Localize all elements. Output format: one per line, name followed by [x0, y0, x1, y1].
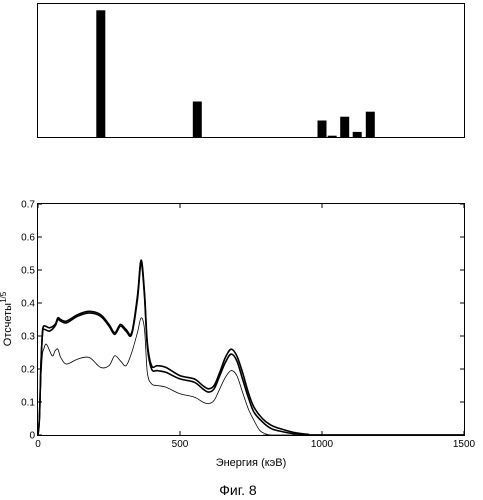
- y-tick-label: 0.3: [21, 332, 35, 343]
- x-tick-label: 0: [35, 439, 41, 450]
- spectrum-line-chart: 0 500 1000 1500 0 0.1 0.2 0.3 0.4 0.5 0.6 0.7 Энерг…: [0, 200, 476, 470]
- bar-b7: [366, 112, 375, 137]
- y-tick-label: 0.5: [21, 266, 35, 277]
- series-line-1: [38, 260, 464, 435]
- figure-caption: Фиг. 8: [219, 482, 257, 498]
- series-line-2: [38, 263, 464, 435]
- y-axis-label-base: Отсчеты: [2, 303, 14, 346]
- y-tick-label: 0: [29, 431, 35, 442]
- y-tick-label: 0.1: [21, 398, 35, 409]
- bar-b3: [318, 121, 327, 138]
- bar-b2: [193, 102, 202, 138]
- y-axis-label: Отсчеты1/5: [0, 291, 14, 346]
- x-tick-label: 1000: [311, 439, 334, 450]
- x-tick-label: 1500: [453, 439, 476, 450]
- series-line-3: [38, 318, 464, 435]
- y-tick-label: 0.6: [21, 233, 35, 244]
- bar-b1: [96, 10, 105, 137]
- bar-b5: [340, 117, 349, 137]
- top-bar-chart: [38, 4, 465, 138]
- y-tick-label: 0.4: [21, 299, 35, 310]
- y-axis-label-superscript: 1/5: [0, 291, 8, 303]
- bottom-ticks-group: 0 500 1000 1500 0 0.1 0.2 0.3 0.4 0.5 0.6 0.7: [21, 200, 475, 451]
- y-tick-label: 0.2: [21, 365, 35, 376]
- y-tick-label: 0.7: [21, 200, 35, 211]
- bar-b6: [353, 132, 362, 137]
- bar-b4: [328, 136, 337, 137]
- top-bars-group: [96, 10, 375, 137]
- x-axis-label: Энергия (кэВ): [216, 457, 287, 469]
- bottom-series-group: [38, 260, 464, 435]
- x-tick-label: 500: [172, 439, 189, 450]
